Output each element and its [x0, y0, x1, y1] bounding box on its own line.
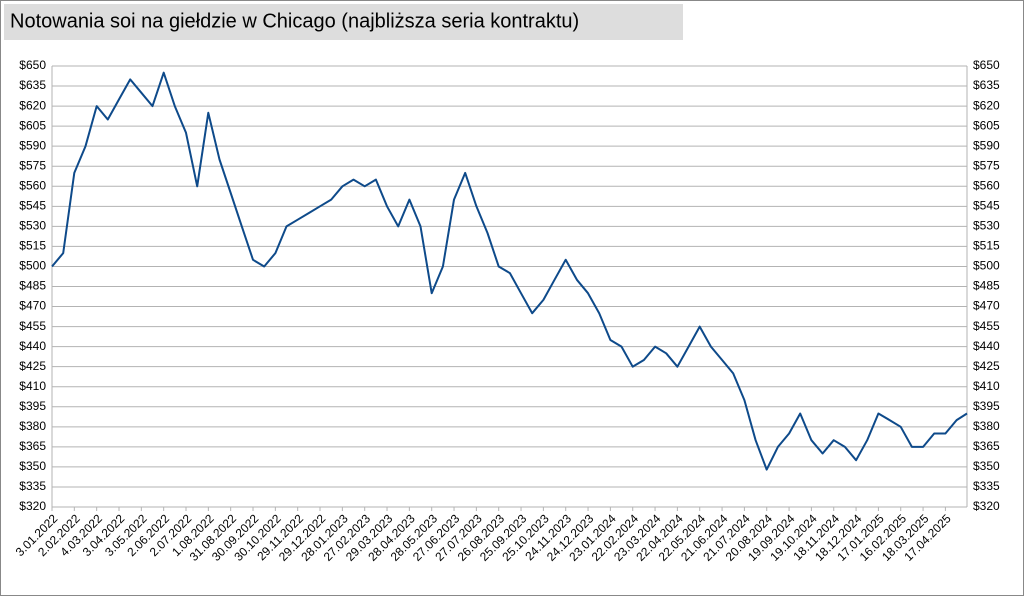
y2-tick-label: $425	[973, 359, 1000, 373]
price-line	[51, 71, 968, 471]
y-tick-label: $620	[19, 98, 46, 112]
y-tick-label: $425	[19, 359, 46, 373]
y2-tick-label: $575	[973, 158, 1000, 172]
y2-tick-label: $635	[973, 78, 1000, 92]
y-tick-label: $350	[19, 459, 46, 473]
y-tick-label: $635	[19, 78, 46, 92]
y-tick-label: $320	[19, 499, 46, 513]
y2-tick-label: $365	[973, 439, 1000, 453]
y-tick-label: $590	[19, 138, 46, 152]
y-tick-label: $335	[19, 479, 46, 493]
y-tick-label: $545	[19, 198, 46, 212]
y2-tick-label: $380	[973, 419, 1000, 433]
title-box	[4, 4, 683, 40]
y-tick-label: $380	[19, 419, 46, 433]
y2-tick-label: $485	[973, 279, 1000, 293]
y2-tick-label: $545	[973, 198, 1000, 212]
y2-tick-label: $335	[973, 479, 1000, 493]
y-tick-label: $470	[19, 299, 46, 313]
y-tick-label: $515	[19, 239, 46, 253]
y-tick-label: $560	[19, 178, 46, 192]
y-tick-label: $395	[19, 399, 46, 413]
y-tick-label: $455	[19, 319, 46, 333]
y2-tick-label: $320	[973, 499, 1000, 513]
chart-title: Notowania soi na giełdzie w Chicago (naj…	[10, 10, 579, 32]
y2-tick-label: $515	[973, 239, 1000, 253]
y-tick-label: $650	[19, 58, 46, 72]
y2-tick-label: $350	[973, 459, 1000, 473]
y2-tick-label: $410	[973, 379, 1000, 393]
y2-tick-label: $440	[973, 339, 1000, 353]
y2-tick-label: $620	[973, 98, 1000, 112]
y-tick-label: $500	[19, 259, 46, 273]
y2-tick-label: $500	[973, 259, 1000, 273]
y2-tick-label: $560	[973, 178, 1000, 192]
y-tick-label: $410	[19, 379, 46, 393]
y2-tick-label: $455	[973, 319, 1000, 333]
y-tick-label: $485	[19, 279, 46, 293]
y-tick-label: $440	[19, 339, 46, 353]
y2-tick-label: $590	[973, 138, 1000, 152]
y2-tick-label: $395	[973, 399, 1000, 413]
y2-tick-label: $530	[973, 219, 1000, 233]
y2-tick-label: $650	[973, 58, 1000, 72]
y2-tick-label: $470	[973, 299, 1000, 313]
y-tick-label: $530	[19, 219, 46, 233]
y-tick-label: $575	[19, 158, 46, 172]
y-tick-label: $605	[19, 118, 46, 132]
y-tick-label: $365	[19, 439, 46, 453]
y2-tick-label: $605	[973, 118, 1000, 132]
